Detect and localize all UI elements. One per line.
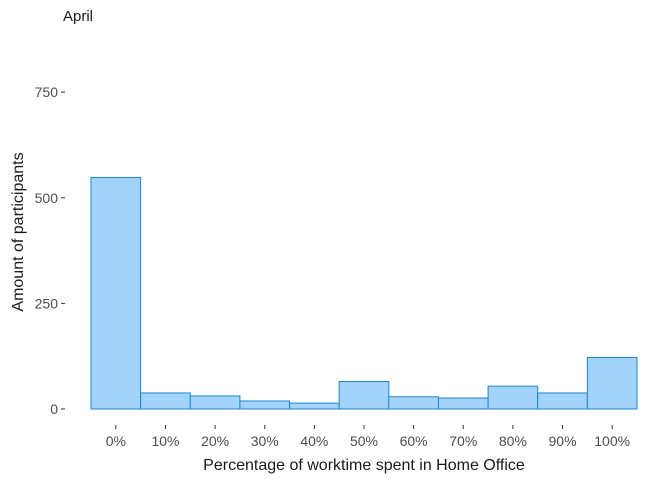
bar bbox=[537, 392, 588, 410]
y-tick-label: 0 bbox=[50, 401, 58, 417]
bar bbox=[388, 396, 439, 410]
x-tick-label: 70% bbox=[449, 433, 477, 449]
x-tick-label: 50% bbox=[350, 433, 378, 449]
bar bbox=[437, 397, 489, 410]
chart-title: April bbox=[63, 8, 93, 25]
x-tick-label: 0% bbox=[106, 433, 126, 449]
y-tick-label: 750 bbox=[35, 84, 59, 100]
bar bbox=[90, 176, 142, 410]
bar bbox=[338, 381, 390, 410]
x-tick-label: 100% bbox=[594, 433, 630, 449]
y-tick-label: 250 bbox=[35, 295, 59, 311]
x-tick-label: 60% bbox=[400, 433, 428, 449]
x-tick-label: 90% bbox=[549, 433, 577, 449]
y-axis: 0 250 500 750 bbox=[35, 84, 65, 417]
x-tick-label: 30% bbox=[251, 433, 279, 449]
bar bbox=[239, 400, 291, 410]
x-tick-label: 80% bbox=[499, 433, 527, 449]
bar bbox=[289, 402, 340, 410]
bars bbox=[90, 176, 638, 410]
bar bbox=[487, 385, 539, 410]
y-tick-label: 500 bbox=[35, 190, 59, 206]
x-tick-label: 40% bbox=[300, 433, 328, 449]
x-axis-label: Percentage of worktime spent in Home Off… bbox=[203, 457, 525, 474]
bar bbox=[586, 356, 638, 410]
x-tick-label: 20% bbox=[201, 433, 229, 449]
y-axis-label: Amount of participants bbox=[10, 152, 27, 311]
x-tick-label: 10% bbox=[151, 433, 179, 449]
x-axis: 0% 10% 20% 30% 40% 50% 60% 70% 80% 90% 100% bbox=[106, 425, 630, 449]
bar bbox=[140, 392, 191, 410]
bar bbox=[189, 395, 241, 410]
